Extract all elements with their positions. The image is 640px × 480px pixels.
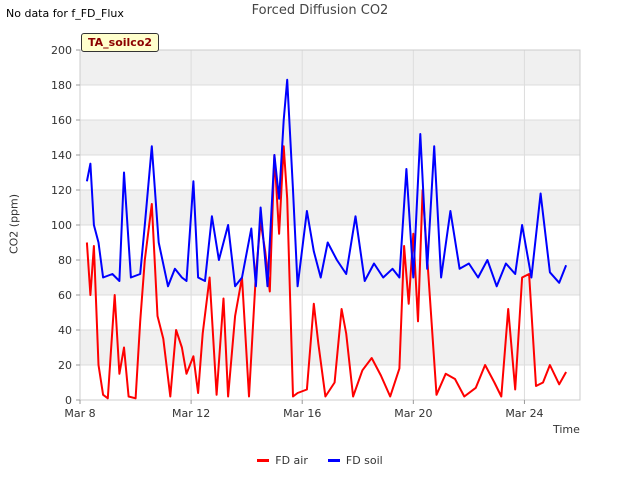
y-tick-label: 120 bbox=[51, 184, 72, 197]
legend-label-fd-air: FD air bbox=[275, 454, 308, 467]
y-tick-label: 160 bbox=[51, 114, 72, 127]
x-tick-label: Mar 8 bbox=[64, 407, 95, 420]
y-tick-label: 0 bbox=[65, 394, 72, 407]
x-tick-label: Mar 12 bbox=[172, 407, 210, 420]
x-tick-label: Mar 16 bbox=[283, 407, 321, 420]
legend-item-fd-air: FD air bbox=[257, 454, 308, 467]
legend-item-fd-soil: FD soil bbox=[327, 454, 383, 467]
series-line-fd-air bbox=[85, 145, 567, 400]
legend-swatch-fd-soil bbox=[327, 459, 340, 462]
x-tick-label: Mar 20 bbox=[394, 407, 432, 420]
legend-swatch-fd-air bbox=[257, 459, 270, 462]
y-tick-label: 180 bbox=[51, 79, 72, 92]
y-tick-label: 60 bbox=[58, 289, 72, 302]
x-tick-label: Mar 24 bbox=[505, 407, 543, 420]
status-note: No data for f_FD_Flux bbox=[6, 7, 124, 20]
y-tick-label: 80 bbox=[58, 254, 72, 267]
chart-title: Forced Diffusion CO2 bbox=[251, 3, 389, 18]
legend: FD air FD soil bbox=[0, 454, 640, 467]
site-badge: TA_soilco2 bbox=[81, 33, 160, 52]
grid-band bbox=[80, 120, 580, 155]
y-tick-label: 20 bbox=[58, 359, 72, 372]
grid-band bbox=[80, 190, 580, 225]
y-tick-label: 100 bbox=[51, 219, 72, 232]
series-line-fd-soil bbox=[85, 78, 568, 288]
legend-label-fd-soil: FD soil bbox=[345, 454, 383, 467]
y-tick-label: 200 bbox=[51, 44, 72, 57]
x-axis-label: Time bbox=[553, 423, 580, 436]
grid-band bbox=[80, 50, 580, 85]
y-tick-label: 140 bbox=[51, 149, 72, 162]
y-tick-label: 40 bbox=[58, 324, 72, 337]
y-axis-label: CO2 (ppm) bbox=[7, 193, 21, 255]
